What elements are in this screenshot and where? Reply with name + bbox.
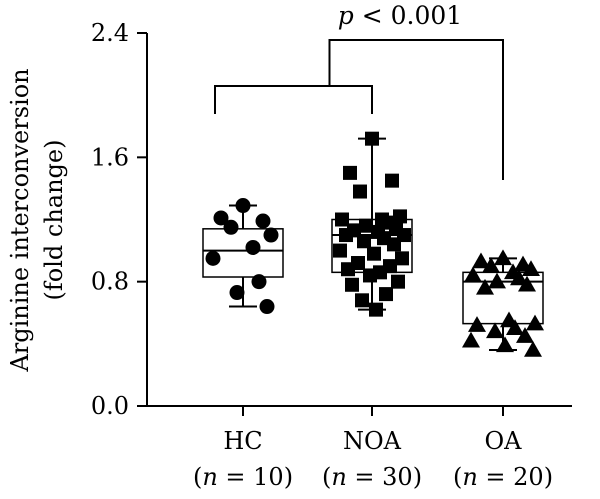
data-point-square: [345, 277, 359, 292]
data-point-square: [363, 268, 377, 283]
boxes-layer: [202, 137, 544, 352]
data-point-triangle: [462, 331, 480, 348]
data-point-circle: [223, 219, 239, 235]
data-point-triangle: [494, 249, 512, 266]
data-point-triangle: [524, 341, 542, 357]
y-axis-title: Arginine interconversion (fold change): [6, 68, 68, 372]
data-point-triangle: [472, 252, 490, 269]
data-point-circle: [213, 210, 229, 226]
y-tick-label: 0.0: [91, 392, 129, 420]
data-point-square: [391, 274, 405, 289]
data-point-square: [353, 184, 367, 199]
bracket-lower: [214, 85, 373, 114]
x-tick-label: NOA: [343, 427, 402, 455]
data-point-square: [341, 262, 355, 277]
data-point-triangle: [496, 336, 514, 353]
box-hc: [202, 204, 284, 308]
data-point-triangle: [464, 266, 482, 283]
points-layer: [205, 131, 544, 357]
data-point-triangle: [518, 275, 536, 292]
data-point-circle: [255, 213, 271, 229]
sample-size-rest: = 10): [218, 463, 293, 491]
x-axis: HC(n = 10)NOA(n = 30)OA(n = 20): [147, 405, 572, 491]
y-axis-title-line1: Arginine interconversion: [6, 68, 34, 372]
data-point-square: [395, 251, 409, 266]
sample-size-rest: = 30): [347, 463, 422, 491]
x-tick-sample-size: (n = 20): [453, 463, 553, 491]
data-point-triangle: [510, 269, 528, 286]
box-body: [202, 228, 284, 278]
data-point-square: [369, 302, 383, 317]
bracket-upper: [328, 39, 504, 180]
data-point-square: [365, 131, 379, 146]
data-point-triangle: [482, 257, 500, 273]
data-point-square: [343, 165, 357, 180]
data-point-triangle: [476, 278, 494, 295]
data-point-triangle: [526, 314, 544, 331]
sample-size-open: (: [193, 463, 202, 491]
data-point-triangle: [488, 272, 506, 289]
data-point-square: [335, 212, 349, 227]
data-point-square: [359, 218, 373, 233]
data-point-square: [357, 234, 371, 249]
x-tick-label: HC: [223, 427, 262, 455]
data-point-square: [367, 246, 381, 261]
sample-size-n: n: [462, 463, 477, 491]
p-value-text: < 0.001: [354, 1, 462, 30]
data-point-triangle: [516, 327, 534, 343]
x-tick-sample-size: (n = 30): [322, 463, 422, 491]
sample-size-open: (: [322, 463, 331, 491]
y-axis: 0.0 0.8 1.6 2.4: [91, 19, 148, 420]
data-point-circle: [235, 198, 251, 214]
x-tick-label: OA: [484, 427, 522, 455]
significance-bracket: [214, 39, 504, 180]
y-tick-label: 2.4: [91, 19, 129, 47]
data-point-circle: [229, 285, 245, 301]
data-point-square: [379, 287, 393, 302]
data-point-triangle: [506, 319, 524, 336]
p-symbol: p: [338, 1, 354, 30]
y-tick-label: 1.6: [91, 143, 129, 171]
sample-size-open: (: [453, 463, 462, 491]
data-point-triangle: [522, 260, 540, 276]
data-point-circle: [245, 239, 261, 255]
data-point-circle: [263, 227, 279, 243]
y-tick-label: 0.8: [91, 268, 129, 296]
sample-size-n: n: [202, 463, 217, 491]
data-point-triangle: [486, 322, 504, 339]
data-point-circle: [205, 250, 221, 266]
p-value-annotation: p < 0.001: [338, 1, 462, 30]
data-point-square: [385, 173, 399, 188]
data-point-square: [393, 209, 407, 224]
data-point-square: [333, 243, 347, 258]
x-tick-sample-size: (n = 10): [193, 463, 293, 491]
y-axis-title-line2: (fold change): [40, 140, 68, 301]
data-point-square: [339, 228, 353, 243]
data-point-triangle: [468, 316, 486, 332]
data-point-square: [387, 237, 401, 252]
sample-size-rest: = 20): [478, 463, 553, 491]
data-point-square: [355, 293, 369, 308]
data-point-circle: [251, 274, 267, 290]
sample-size-n: n: [331, 463, 346, 491]
data-point-circle: [259, 299, 275, 315]
